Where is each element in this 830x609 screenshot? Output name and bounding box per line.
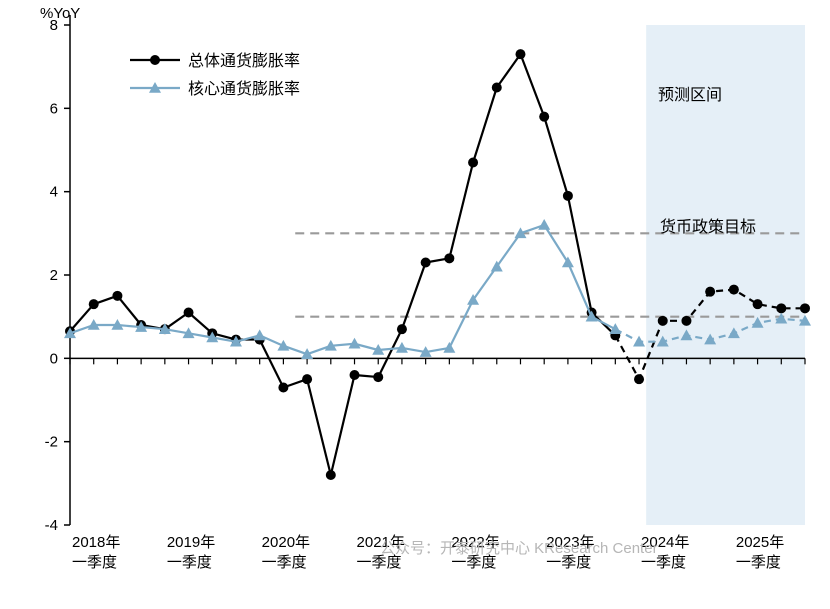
series-marker-0 (302, 374, 312, 384)
legend-marker-0 (150, 55, 160, 65)
x-tick-label: 2020年 (262, 534, 310, 551)
policy-target-label: 货币政策目标 (660, 218, 756, 236)
series-line-1 (70, 225, 615, 354)
legend-text-0: 总体通货膨胀率 (188, 52, 300, 70)
x-tick-label: 一季度 (72, 554, 117, 571)
series-marker-0 (373, 372, 383, 382)
series-marker-0 (776, 303, 786, 313)
y-axis-label: %YoY (40, 5, 80, 22)
forecast-label: 预测区间 (658, 86, 722, 104)
series-marker-0 (278, 383, 288, 393)
series-marker-0 (421, 258, 431, 268)
series-marker-0 (89, 299, 99, 309)
y-tick-label: 6 (50, 100, 58, 117)
x-tick-label: 一季度 (736, 554, 781, 571)
y-tick-label: -2 (45, 434, 58, 451)
series-marker-0 (184, 308, 194, 318)
series-marker-1 (538, 219, 550, 230)
series-marker-0 (444, 253, 454, 263)
series-marker-1 (609, 323, 621, 334)
series-marker-1 (254, 329, 266, 340)
series-marker-0 (705, 287, 715, 297)
legend-text-1: 核心通货膨胀率 (188, 80, 300, 98)
x-tick-label: 2025年 (736, 534, 784, 551)
series-marker-0 (800, 303, 810, 313)
y-tick-label: -4 (45, 517, 58, 534)
series-marker-1 (562, 257, 574, 268)
inflation-chart: -4-2024682018年一季度2019年一季度2020年一季度2021年一季… (0, 0, 830, 609)
watermark: 公众号：开泰研究中心 KResearch Center (380, 540, 658, 557)
x-tick-label: 2018年 (72, 534, 120, 551)
series-marker-0 (468, 158, 478, 168)
x-tick-label: 2019年 (167, 534, 215, 551)
series-line-0 (70, 54, 615, 475)
series-marker-0 (515, 49, 525, 59)
series-marker-0 (326, 470, 336, 480)
y-tick-label: 0 (50, 350, 58, 367)
series-marker-1 (633, 336, 645, 347)
series-marker-1 (443, 342, 455, 353)
series-marker-0 (492, 83, 502, 93)
series-marker-0 (350, 370, 360, 380)
y-tick-label: 4 (50, 184, 58, 201)
series-marker-1 (277, 340, 289, 351)
series-marker-0 (753, 299, 763, 309)
chart-svg: -4-2024682018年一季度2019年一季度2020年一季度2021年一季… (0, 0, 830, 609)
series-marker-0 (634, 374, 644, 384)
series-marker-0 (397, 324, 407, 334)
series-marker-0 (112, 291, 122, 301)
series-marker-0 (681, 316, 691, 326)
y-tick-label: 2 (50, 267, 58, 284)
x-tick-label: 一季度 (167, 554, 212, 571)
series-marker-0 (658, 316, 668, 326)
series-marker-0 (539, 112, 549, 122)
series-marker-0 (729, 285, 739, 295)
series-marker-0 (563, 191, 573, 201)
x-tick-label: 一季度 (262, 554, 307, 571)
